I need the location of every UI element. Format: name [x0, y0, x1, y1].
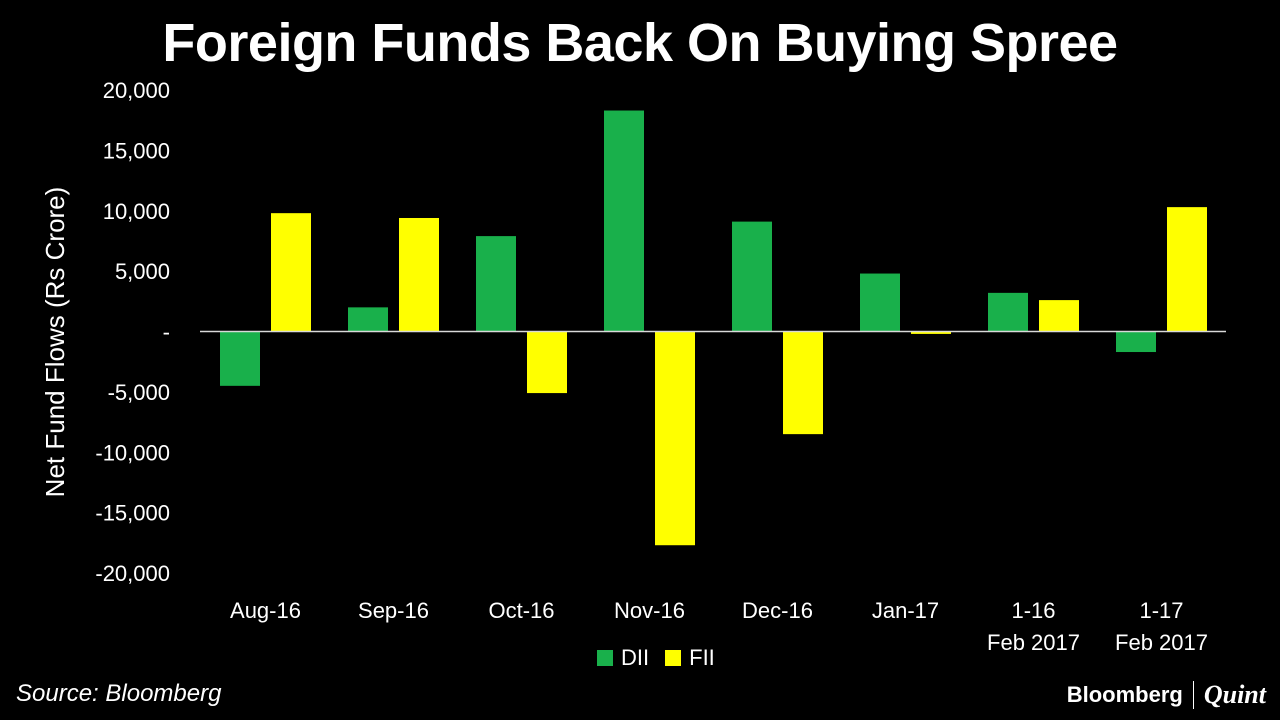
x-tick-label: Nov-16	[614, 598, 685, 623]
bar-fii-4	[783, 331, 823, 435]
y-tick-label: -20,000	[95, 561, 170, 586]
brand-logo: Bloomberg Quint	[1067, 680, 1266, 710]
chart-title: Foreign Funds Back On Buying Spree	[162, 13, 1118, 73]
y-tick-label: -5,000	[108, 380, 170, 405]
bar-dii-1	[348, 307, 388, 332]
legend-swatch-fii	[665, 650, 682, 666]
x-tick-label: Sep-16	[358, 598, 429, 623]
legend-item-fii: FII	[665, 645, 715, 671]
x-axis-ticks: Aug-16 Sep-16 Oct-16 Nov-16 Dec-16 Jan-17 1-16…	[230, 598, 1208, 655]
x-tick-label: 1-17	[1139, 598, 1183, 623]
y-axis-title-text: Net Fund Flows (Rs Crore)	[40, 187, 70, 498]
bar-fii-6	[1039, 300, 1079, 332]
legend-item-dii: DII	[597, 645, 649, 671]
brand-quint: Quint	[1203, 680, 1266, 709]
source-note: Source: Bloomberg	[16, 680, 222, 707]
x-tick-label: 1-16	[1011, 598, 1055, 623]
legend-label-fii: FII	[689, 645, 715, 670]
y-tick-label: 20,000	[103, 78, 170, 103]
bars	[220, 110, 1207, 546]
x-tick-label: Oct-16	[488, 598, 554, 623]
x-tick-label: Jan-17	[872, 598, 939, 623]
bar-dii-2	[476, 236, 516, 332]
y-tick-label: -15,000	[95, 501, 170, 526]
bar-fii-1	[399, 217, 439, 332]
bar-fii-7	[1167, 207, 1207, 332]
x-tick-label: Dec-16	[742, 598, 813, 623]
x-tick-label: Feb 2017	[987, 630, 1080, 655]
y-tick-label: 15,000	[103, 138, 170, 163]
legend: DII FII	[597, 645, 723, 671]
y-tick-label: -	[163, 320, 170, 345]
legend-swatch-dii	[597, 650, 613, 666]
x-tick-label: Aug-16	[230, 598, 301, 623]
brand-bloomberg: Bloomberg	[1066, 682, 1183, 707]
y-axis-ticks: 20,000 15,000 10,000 5,000 - -5,000 -10,000 -15…	[95, 78, 170, 586]
bar-fii-3	[655, 331, 695, 546]
bar-fii-2	[527, 331, 567, 394]
y-tick-label: 10,000	[103, 199, 170, 224]
bar-dii-3	[604, 110, 644, 332]
bar-fii-5	[911, 331, 951, 334]
x-tick-label: Feb 2017	[1115, 630, 1208, 655]
y-axis-title: Net Fund Flows (Rs Crore)	[40, 187, 70, 498]
legend-label-dii: DII	[621, 645, 650, 670]
bar-dii-7	[1116, 331, 1156, 353]
bar-dii-4	[732, 221, 772, 332]
bar-dii-5	[860, 273, 900, 332]
bar-dii-0	[220, 331, 260, 386]
brand-divider	[1192, 681, 1194, 709]
y-tick-label: 5,000	[115, 259, 170, 284]
bar-dii-6	[988, 292, 1028, 332]
bar-fii-0	[271, 213, 311, 332]
y-tick-label: -10,000	[95, 440, 170, 465]
